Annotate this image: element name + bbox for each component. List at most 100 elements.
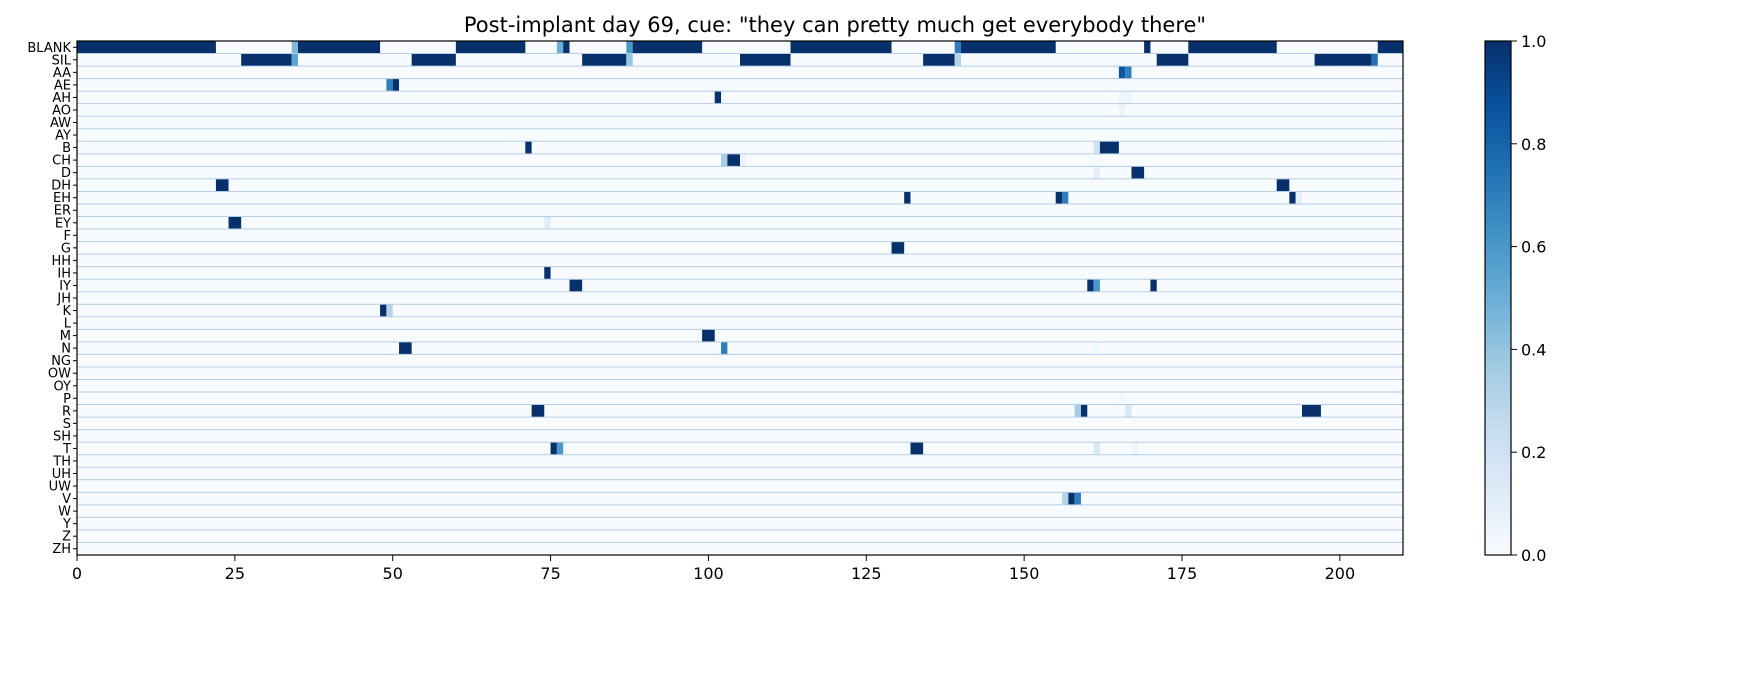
heatmap-cell — [721, 341, 728, 355]
chart-title: Post-implant day 69, cue: "they can pret… — [464, 13, 1206, 37]
y-tick-label: N — [61, 342, 71, 357]
heatmap-cell — [1118, 392, 1126, 405]
heatmap-cell — [1301, 404, 1321, 418]
colorbar-tick-label: 0.8 — [1521, 135, 1546, 154]
heatmap-cell — [954, 41, 961, 54]
y-tick-label: UH — [52, 467, 71, 482]
heatmap-cell — [544, 216, 551, 230]
heatmap-cell — [1156, 53, 1189, 67]
heatmap-cell — [1093, 341, 1100, 355]
heatmap-cell — [1125, 66, 1132, 79]
heatmap-cell — [954, 53, 961, 67]
x-tick-label: 75 — [540, 564, 560, 583]
heatmap-cell — [411, 53, 456, 67]
y-tick-label: UW — [49, 480, 72, 495]
heatmap-cell — [727, 153, 740, 167]
heatmap-cell — [1118, 103, 1126, 117]
heatmap-cell — [626, 41, 633, 54]
heatmap-cell — [1062, 492, 1069, 505]
heatmap-cell — [1118, 66, 1126, 79]
plot-area — [76, 40, 1404, 556]
y-tick-label: IY — [59, 279, 71, 294]
y-tick-label: AW — [50, 116, 71, 131]
heatmap-cell — [241, 53, 292, 67]
heatmap-cell — [1055, 191, 1063, 204]
heatmap-cell — [961, 41, 1056, 54]
x-tick-label: 200 — [1325, 564, 1356, 583]
y-tick-label: K — [62, 304, 71, 319]
y-tick-label: OY — [54, 379, 72, 394]
heatmap-cell — [1377, 41, 1403, 54]
heatmap-cell — [1371, 53, 1378, 67]
heatmap-cell — [1295, 191, 1302, 204]
heatmap-cell — [702, 329, 715, 342]
y-tick-label: BLANK — [27, 41, 71, 56]
heatmap-cell — [1093, 442, 1100, 455]
y-tick-label: TH — [52, 454, 71, 469]
y-tick-label: IH — [57, 266, 71, 281]
colorbar-tick-label: 0.6 — [1521, 238, 1546, 257]
heatmap-cell — [1093, 166, 1100, 179]
colorbar-tick-label: 1.0 — [1521, 32, 1546, 51]
y-tick-label: NG — [51, 354, 71, 369]
y-tick-label: ZH — [52, 542, 71, 557]
heatmap-cell — [740, 53, 791, 67]
heatmap-background — [77, 41, 1403, 555]
y-tick-label: AO — [52, 103, 71, 118]
heatmap-cell — [1062, 191, 1069, 204]
heatmap-cell — [215, 178, 229, 192]
heatmap-cell — [626, 53, 633, 67]
heatmap-cell — [1131, 442, 1138, 455]
y-tick-label: V — [62, 492, 71, 507]
y-tick-label: S — [63, 417, 71, 432]
y-tick-label: EH — [53, 191, 71, 206]
heatmap-cell — [1093, 279, 1100, 292]
heatmap-cell — [923, 53, 955, 67]
colorbar-tick-label: 0.4 — [1521, 340, 1546, 359]
heatmap-cell — [1074, 404, 1081, 418]
heatmap-cell — [544, 266, 551, 280]
y-axis-labels: BLANKSILAAAEAHAOAWAYBCHDDHEHEREYFGHHIHIY… — [27, 41, 77, 557]
heatmap-cell — [1289, 191, 1296, 204]
y-tick-label: R — [62, 404, 71, 419]
heatmap-cell — [1125, 404, 1132, 418]
heatmap-cell — [1093, 141, 1100, 154]
heatmap-cell — [525, 141, 532, 154]
x-tick-label: 150 — [1009, 564, 1040, 583]
heatmap-cell — [455, 41, 526, 54]
colorbar: 0.0 0.2 0.4 0.6 0.8 1.0 — [1484, 32, 1546, 565]
heatmap-cell — [291, 53, 298, 67]
y-tick-label: EY — [55, 216, 71, 231]
heatmap-cell — [1118, 91, 1132, 104]
heatmap-cell — [531, 404, 545, 418]
colorbar-tick-label: 0.2 — [1521, 443, 1546, 462]
heatmap-cell — [569, 279, 583, 292]
heatmap-cell — [386, 78, 393, 92]
heatmap-cell — [1131, 166, 1145, 179]
heatmap-cell — [891, 241, 905, 255]
y-tick-label: AY — [55, 129, 71, 144]
heatmap-cell — [291, 41, 298, 54]
heatmap-cell — [1074, 492, 1081, 505]
heatmap-cell — [399, 341, 412, 355]
heatmap-cell — [1276, 178, 1290, 192]
y-tick-label: HH — [51, 254, 71, 269]
heatmap-cell — [298, 41, 381, 54]
y-tick-label: CH — [52, 154, 71, 169]
heatmap-cell — [1314, 53, 1372, 67]
y-tick-label: OW — [48, 367, 71, 382]
y-tick-label: W — [58, 505, 71, 520]
x-axis: 0 25 50 75 100 125 150 175 200 — [72, 555, 1355, 583]
y-tick-label: AE — [54, 78, 71, 93]
heatmap-cell — [904, 191, 911, 204]
colorbar-tick-label: 0.0 — [1521, 546, 1546, 565]
y-tick-label: SIL — [52, 53, 72, 68]
heatmap-cell — [1144, 41, 1151, 54]
y-tick-label: T — [62, 442, 71, 457]
heatmap-cell — [740, 153, 747, 167]
heatmap-cell — [1087, 279, 1094, 292]
heatmap-cell — [1068, 492, 1075, 505]
heatmap-cell — [910, 442, 924, 455]
